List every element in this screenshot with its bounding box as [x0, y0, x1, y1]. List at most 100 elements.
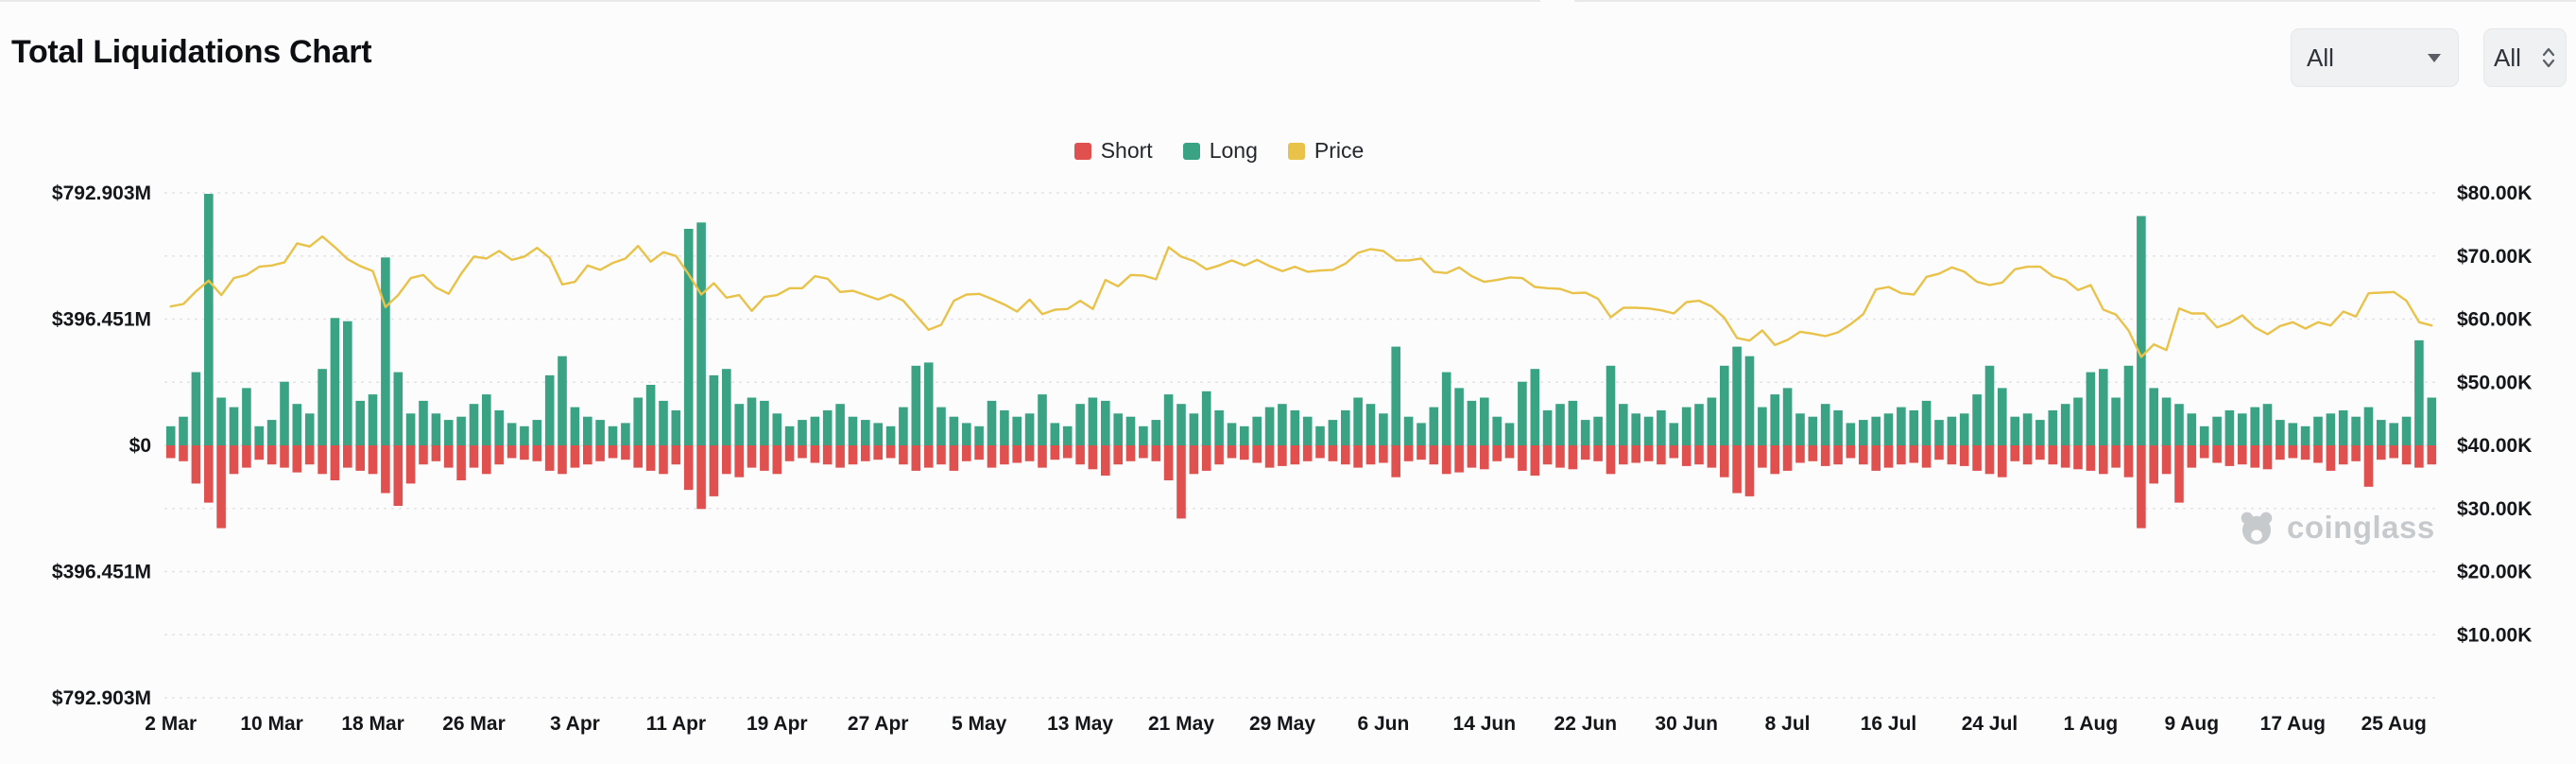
long-bar[interactable] [2389, 423, 2398, 445]
short-bar[interactable] [1859, 445, 1868, 465]
short-bar[interactable] [1921, 445, 1932, 468]
long-bar[interactable] [507, 423, 517, 445]
short-bar[interactable] [1568, 445, 1578, 470]
long-bar[interactable] [2427, 397, 2437, 446]
long-bar[interactable] [368, 394, 378, 445]
long-bar[interactable] [1240, 425, 1249, 445]
long-bar[interactable] [822, 410, 833, 445]
short-bar[interactable] [443, 445, 454, 468]
short-bar[interactable] [1580, 445, 1590, 460]
long-bar[interactable] [2224, 410, 2235, 445]
short-bar[interactable] [1139, 445, 1148, 459]
long-bar[interactable] [1580, 420, 1590, 445]
long-bar[interactable] [885, 425, 896, 445]
short-bar[interactable] [2363, 445, 2374, 487]
long-bar[interactable] [229, 407, 239, 445]
short-bar[interactable] [1315, 445, 1325, 459]
short-bar[interactable] [1820, 445, 1830, 466]
short-bar[interactable] [583, 445, 592, 465]
long-bar[interactable] [1606, 365, 1616, 445]
long-bar[interactable] [2212, 416, 2222, 445]
short-bar[interactable] [810, 445, 820, 463]
short-bar[interactable] [280, 445, 289, 468]
short-bar[interactable] [2123, 445, 2134, 478]
legend-item-price[interactable]: Price [1287, 138, 1364, 164]
long-bar[interactable] [1315, 425, 1325, 445]
short-bar[interactable] [1758, 445, 1767, 468]
short-bar[interactable] [1732, 445, 1742, 494]
short-bar[interactable] [2326, 445, 2336, 471]
short-bar[interactable] [520, 445, 529, 460]
short-bar[interactable] [772, 445, 782, 475]
long-bar[interactable] [1062, 425, 1073, 445]
long-bar[interactable] [810, 416, 820, 445]
long-bar[interactable] [1921, 400, 1932, 445]
long-bar[interactable] [911, 365, 921, 445]
short-bar[interactable] [1947, 445, 1957, 465]
long-bar[interactable] [1808, 416, 1818, 445]
long-bar[interactable] [1820, 404, 1830, 445]
short-bar[interactable] [419, 445, 428, 465]
long-bar[interactable] [2401, 416, 2412, 445]
long-bar[interactable] [1012, 416, 1022, 445]
short-bar[interactable] [1972, 445, 1982, 471]
long-bar[interactable] [1189, 413, 1199, 445]
long-bar[interactable] [1492, 416, 1502, 445]
long-bar[interactable] [1290, 410, 1300, 445]
long-bar[interactable] [280, 381, 289, 445]
short-bar[interactable] [2073, 445, 2083, 470]
short-bar[interactable] [1113, 445, 1123, 465]
short-bar[interactable] [1379, 445, 1388, 463]
long-bar[interactable] [608, 425, 618, 445]
long-bar[interactable] [1341, 410, 1350, 445]
short-bar[interactable] [318, 445, 327, 475]
long-bar[interactable] [431, 413, 441, 445]
long-bar[interactable] [1959, 413, 1969, 445]
short-bar[interactable] [1403, 445, 1414, 461]
long-bar[interactable] [1467, 400, 1477, 445]
long-bar[interactable] [216, 397, 226, 446]
short-bar[interactable] [923, 445, 934, 468]
long-bar[interactable] [2250, 407, 2259, 445]
short-bar[interactable] [330, 445, 340, 480]
long-bar[interactable] [784, 425, 795, 445]
short-bar[interactable] [1681, 445, 1692, 466]
long-bar[interactable] [443, 420, 454, 445]
long-bar[interactable] [1024, 413, 1035, 445]
short-bar[interactable] [2199, 445, 2209, 459]
short-bar[interactable] [1391, 445, 1400, 478]
long-bar[interactable] [1694, 404, 1704, 445]
long-bar[interactable] [1530, 369, 1540, 445]
long-bar[interactable] [456, 416, 466, 445]
short-bar[interactable] [165, 445, 176, 459]
short-bar[interactable] [1264, 445, 1275, 468]
short-bar[interactable] [2187, 445, 2197, 468]
long-bar[interactable] [595, 420, 605, 445]
long-bar[interactable] [1555, 404, 1565, 445]
short-bar[interactable] [1038, 445, 1047, 468]
long-bar[interactable] [1417, 423, 1426, 445]
short-bar[interactable] [2022, 445, 2033, 465]
short-bar[interactable] [2288, 445, 2298, 459]
short-bar[interactable] [1959, 445, 1969, 466]
short-bar[interactable] [304, 445, 315, 465]
legend-item-short[interactable]: Short [1073, 138, 1153, 164]
short-bar[interactable] [1302, 445, 1313, 461]
short-bar[interactable] [469, 445, 479, 468]
short-bar[interactable] [1871, 445, 1880, 471]
short-bar[interactable] [2060, 445, 2070, 468]
long-bar[interactable] [1732, 346, 1742, 445]
long-bar[interactable] [544, 374, 555, 445]
short-bar[interactable] [633, 445, 643, 468]
short-bar[interactable] [229, 445, 239, 475]
long-bar[interactable] [1984, 365, 1995, 445]
long-bar[interactable] [1669, 423, 1679, 445]
long-bar[interactable] [1201, 391, 1211, 445]
short-bar[interactable] [2238, 445, 2247, 465]
short-bar[interactable] [2099, 445, 2108, 475]
long-bar[interactable] [520, 425, 529, 445]
short-bar[interactable] [1101, 445, 1110, 476]
short-bar[interactable] [1631, 445, 1640, 463]
short-bar[interactable] [1744, 445, 1755, 496]
short-bar[interactable] [1770, 445, 1779, 475]
